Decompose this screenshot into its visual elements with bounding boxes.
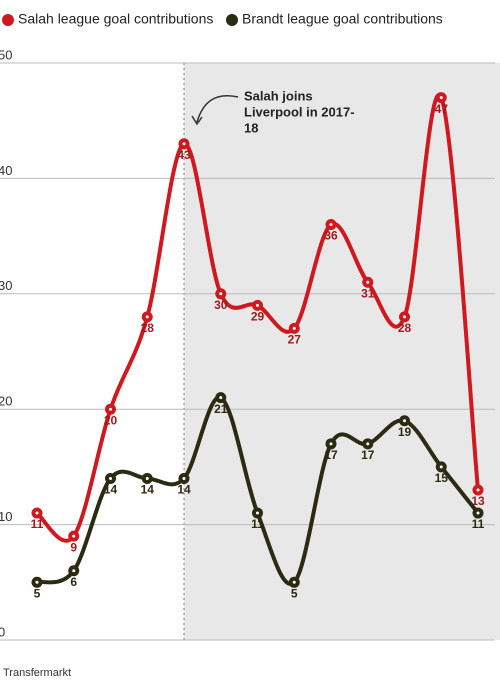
y-tick-label: 40 xyxy=(0,163,12,178)
point-center xyxy=(72,569,76,573)
data-label: 28 xyxy=(398,321,412,335)
data-label: 20 xyxy=(104,413,118,427)
data-label: 47 xyxy=(435,102,449,116)
data-label: 5 xyxy=(34,586,41,600)
legend-swatch xyxy=(2,14,14,26)
data-label: 17 xyxy=(324,448,338,462)
data-label: 14 xyxy=(104,483,118,497)
data-label: 28 xyxy=(141,321,155,335)
point-center xyxy=(109,407,112,411)
point-center xyxy=(109,476,112,480)
annotation: Liverpool in 2017- xyxy=(244,104,355,119)
point-center xyxy=(329,442,333,446)
annotation: 18 xyxy=(244,120,258,135)
data-label: 14 xyxy=(141,483,155,497)
grid xyxy=(0,62,495,641)
data-label: 30 xyxy=(214,298,228,312)
point-center xyxy=(145,476,149,480)
data-label: 19 xyxy=(398,425,412,439)
point-center xyxy=(292,580,296,584)
point-center xyxy=(292,326,296,330)
data-label: 14 xyxy=(177,483,191,497)
series-line xyxy=(35,92,480,543)
data-label: 27 xyxy=(288,333,302,347)
data-label: 13 xyxy=(471,494,485,508)
point-center xyxy=(439,96,443,100)
point-center xyxy=(219,396,223,400)
highlight-region xyxy=(184,63,500,640)
data-label: 15 xyxy=(435,471,449,485)
y-tick-label: 20 xyxy=(0,394,12,409)
annotation-arrow xyxy=(196,95,239,123)
point-center xyxy=(403,315,406,319)
point-center xyxy=(256,511,259,515)
data-label: 11 xyxy=(31,517,44,531)
data-label: 29 xyxy=(251,310,265,324)
point-center xyxy=(366,280,370,284)
data-label: 9 xyxy=(70,540,77,554)
legend-swatch xyxy=(226,14,238,26)
legend-label: Salah league goal contributions xyxy=(18,11,213,27)
annotation: Salah joins xyxy=(244,88,313,103)
data-label: 11 xyxy=(472,517,485,531)
data-label: 17 xyxy=(361,448,375,462)
annotation-arrowhead xyxy=(191,115,203,126)
data-label: 5 xyxy=(291,586,298,600)
point-center xyxy=(182,142,186,146)
y-tick-label: 50 xyxy=(0,47,12,62)
y-tick-label: 30 xyxy=(0,278,12,293)
y-tick-label: 10 xyxy=(0,509,12,524)
data-label: 43 xyxy=(177,148,191,162)
point-center xyxy=(182,476,186,480)
data-label: 21 xyxy=(214,402,228,416)
point-center xyxy=(35,511,39,515)
point-center xyxy=(476,488,480,492)
data-label: 31 xyxy=(361,286,375,300)
point-center xyxy=(366,442,370,446)
point-center xyxy=(219,292,223,296)
point-center xyxy=(476,511,480,515)
data-label: 36 xyxy=(324,229,338,243)
point-center xyxy=(329,223,333,227)
point-center xyxy=(35,580,39,584)
point-center xyxy=(145,315,149,319)
legend-label: Brandt league goal contributions xyxy=(242,11,443,27)
source: Transfermarkt xyxy=(3,667,71,679)
data-label: 6 xyxy=(70,575,77,589)
point-center xyxy=(403,419,406,423)
point-center xyxy=(72,534,76,538)
y-tick-label: 0 xyxy=(0,624,5,639)
point-center xyxy=(439,465,443,469)
point-center xyxy=(256,303,259,307)
data-label: 11 xyxy=(251,517,264,531)
